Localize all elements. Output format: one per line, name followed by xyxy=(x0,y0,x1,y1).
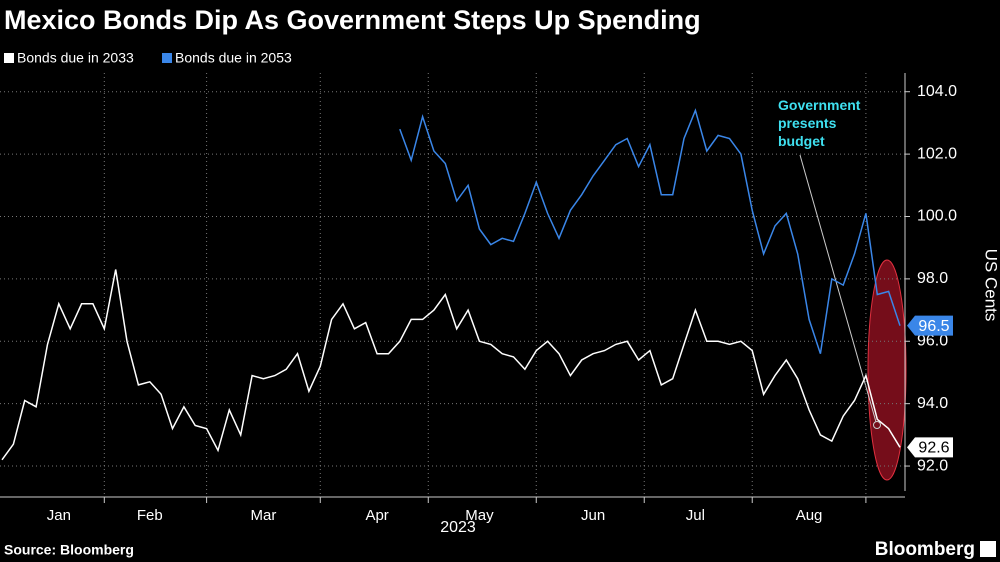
last-value-box xyxy=(907,437,953,458)
x-tick-label: Apr xyxy=(365,507,388,524)
legend-label: Bonds due in 2053 xyxy=(175,50,292,66)
x-tick-label: May xyxy=(465,507,494,524)
legend-swatch xyxy=(4,53,14,63)
brand-icon xyxy=(980,541,996,557)
brand: Bloomberg xyxy=(875,539,975,560)
chart-title: Mexico Bonds Dip As Government Steps Up … xyxy=(4,5,701,35)
annotation-line xyxy=(799,154,877,423)
series-line xyxy=(1,269,901,461)
annotation: Government presents budget xyxy=(778,97,861,149)
x-tick-label: Jan xyxy=(47,507,71,524)
y-tick-label: 104.0 xyxy=(917,83,957,100)
x-tick-label: Mar xyxy=(251,507,277,524)
legend-label: Bonds due in 2033 xyxy=(17,50,134,66)
series-line xyxy=(399,108,901,354)
legend-swatch xyxy=(162,53,172,63)
y-tick-label: 92.0 xyxy=(917,457,948,474)
x-tick-label: Jul xyxy=(686,507,705,524)
last-value-label: 96.5 xyxy=(918,318,949,335)
y-axis-label: US Cents xyxy=(982,249,1000,322)
x-tick-label: Feb xyxy=(137,507,163,524)
x-tick-label: Aug xyxy=(796,507,823,524)
last-value-box xyxy=(907,315,953,336)
y-tick-label: 94.0 xyxy=(917,395,948,412)
y-tick-label: 98.0 xyxy=(917,270,948,287)
y-tick-label: 100.0 xyxy=(917,208,957,225)
x-tick-label: Jun xyxy=(581,507,605,524)
y-tick-label: 96.0 xyxy=(917,332,948,349)
y-tick-label: 102.0 xyxy=(917,145,957,162)
annotation-dot xyxy=(873,421,881,429)
source: Source: Bloomberg xyxy=(4,542,134,558)
x-axis-label: 2023 xyxy=(440,519,476,536)
last-value-label: 92.6 xyxy=(918,440,949,457)
